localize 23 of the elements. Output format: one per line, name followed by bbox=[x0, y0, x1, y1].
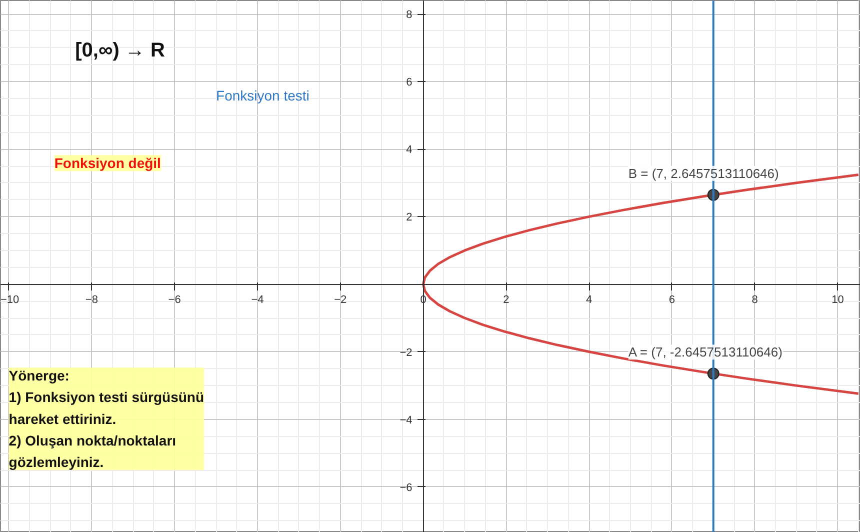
x-tick-label: 6 bbox=[668, 294, 675, 306]
y-tick-label: 6 bbox=[406, 76, 412, 89]
x-tick-label: −2 bbox=[334, 294, 347, 306]
annotation: Fonksiyon değil bbox=[54, 155, 161, 172]
y-tick-label: 8 bbox=[406, 9, 412, 22]
y-tick-label: −2 bbox=[400, 346, 412, 359]
annotation: A = (7, -2.6457513110646) bbox=[628, 344, 782, 360]
x-tick-label: −10 bbox=[0, 294, 20, 306]
x-tick-label: 2 bbox=[503, 294, 510, 306]
y-tick-label: 4 bbox=[406, 144, 412, 156]
x-tick-label: −8 bbox=[85, 294, 98, 306]
y-tick-label: −4 bbox=[400, 414, 412, 426]
annotation: Yönerge: 1) Fonksiyon testi sürgüsünü hareket ettiriniz. 2) Oluşan nokta/noktaları gözlemleyiniz. bbox=[8, 368, 204, 470]
y-tick-label: 2 bbox=[406, 212, 412, 224]
annotation: Fonksiyon testi bbox=[216, 88, 310, 104]
x-tick-label: 8 bbox=[752, 294, 758, 306]
y-tick-label: −6 bbox=[400, 482, 412, 494]
x-tick-label: −4 bbox=[251, 294, 264, 306]
x-tick-label: 10 bbox=[832, 294, 844, 306]
annotation: [0,∞) → R bbox=[75, 39, 166, 62]
x-tick-label: −6 bbox=[168, 294, 181, 306]
annotation: B = (7, 2.6457513110646) bbox=[628, 166, 779, 181]
x-tick-label: 4 bbox=[586, 294, 592, 306]
